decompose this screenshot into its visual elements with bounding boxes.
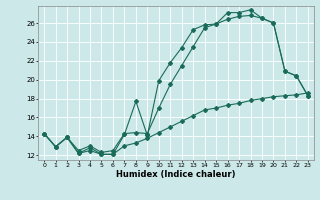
- X-axis label: Humidex (Indice chaleur): Humidex (Indice chaleur): [116, 170, 236, 179]
